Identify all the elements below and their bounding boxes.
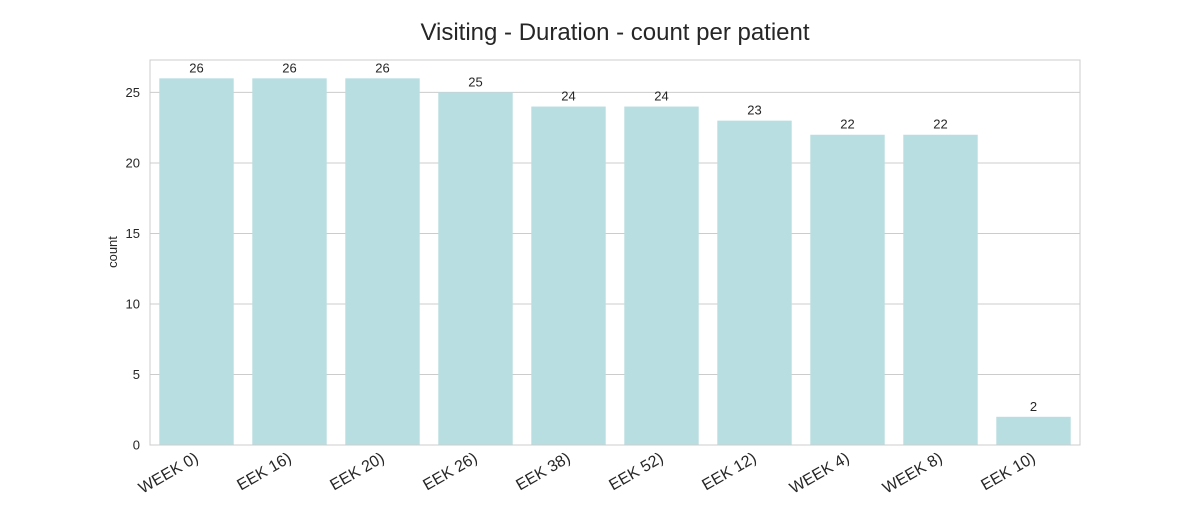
bar-data-label: 26 xyxy=(189,60,203,75)
bar-data-label: 22 xyxy=(840,117,854,132)
x-tick-label: EEK 26) xyxy=(420,450,480,495)
x-tick-label: EEK 12) xyxy=(699,450,759,495)
y-tick-label: 5 xyxy=(133,367,140,382)
x-tick-label: WEEK 4) xyxy=(787,450,852,498)
y-tick-label: 20 xyxy=(126,155,140,170)
bar-data-label: 25 xyxy=(468,74,482,89)
bar-data-label: 24 xyxy=(561,89,575,104)
bar xyxy=(810,134,885,445)
x-axis-ticks: WEEK 0) EEK 16) EEK 20) EEK 26) EEK 38) EEK 5… xyxy=(136,450,1038,498)
x-tick-label: EEK 38) xyxy=(513,450,573,495)
bar xyxy=(624,106,699,446)
bar-data-label: 26 xyxy=(282,60,296,75)
bar xyxy=(252,78,327,445)
bars xyxy=(159,78,1071,446)
bar xyxy=(996,416,1071,445)
bar xyxy=(159,78,234,445)
x-tick-label: WEEK 0) xyxy=(136,450,201,498)
y-axis-ticks: 0 5 10 15 20 25 xyxy=(126,85,140,453)
bar-data-label: 24 xyxy=(654,89,668,104)
y-tick-label: 25 xyxy=(126,85,140,100)
bar-data-label: 2 xyxy=(1030,399,1037,414)
chart-title: Visiting - Duration - count per patient xyxy=(420,19,809,46)
y-tick-label: 10 xyxy=(126,296,140,311)
x-tick-label: EEK 16) xyxy=(234,450,294,495)
x-tick-label: EEK 52) xyxy=(606,450,666,495)
bar-data-label: 22 xyxy=(933,117,947,132)
y-tick-label: 15 xyxy=(126,226,140,241)
plot-frame xyxy=(149,59,1081,446)
bar xyxy=(438,92,513,445)
y-tick-label: 0 xyxy=(133,438,140,453)
bar xyxy=(717,120,792,446)
x-tick-label: EEK 20) xyxy=(327,450,387,495)
bar xyxy=(345,78,420,445)
bar-data-label: 26 xyxy=(375,60,389,75)
y-axis-label: count xyxy=(105,236,120,268)
bar-data-label: 23 xyxy=(747,103,761,118)
bar xyxy=(903,134,978,445)
x-tick-label: EEK 10) xyxy=(978,450,1038,495)
x-tick-label: WEEK 8) xyxy=(880,450,945,498)
bar xyxy=(531,106,606,446)
